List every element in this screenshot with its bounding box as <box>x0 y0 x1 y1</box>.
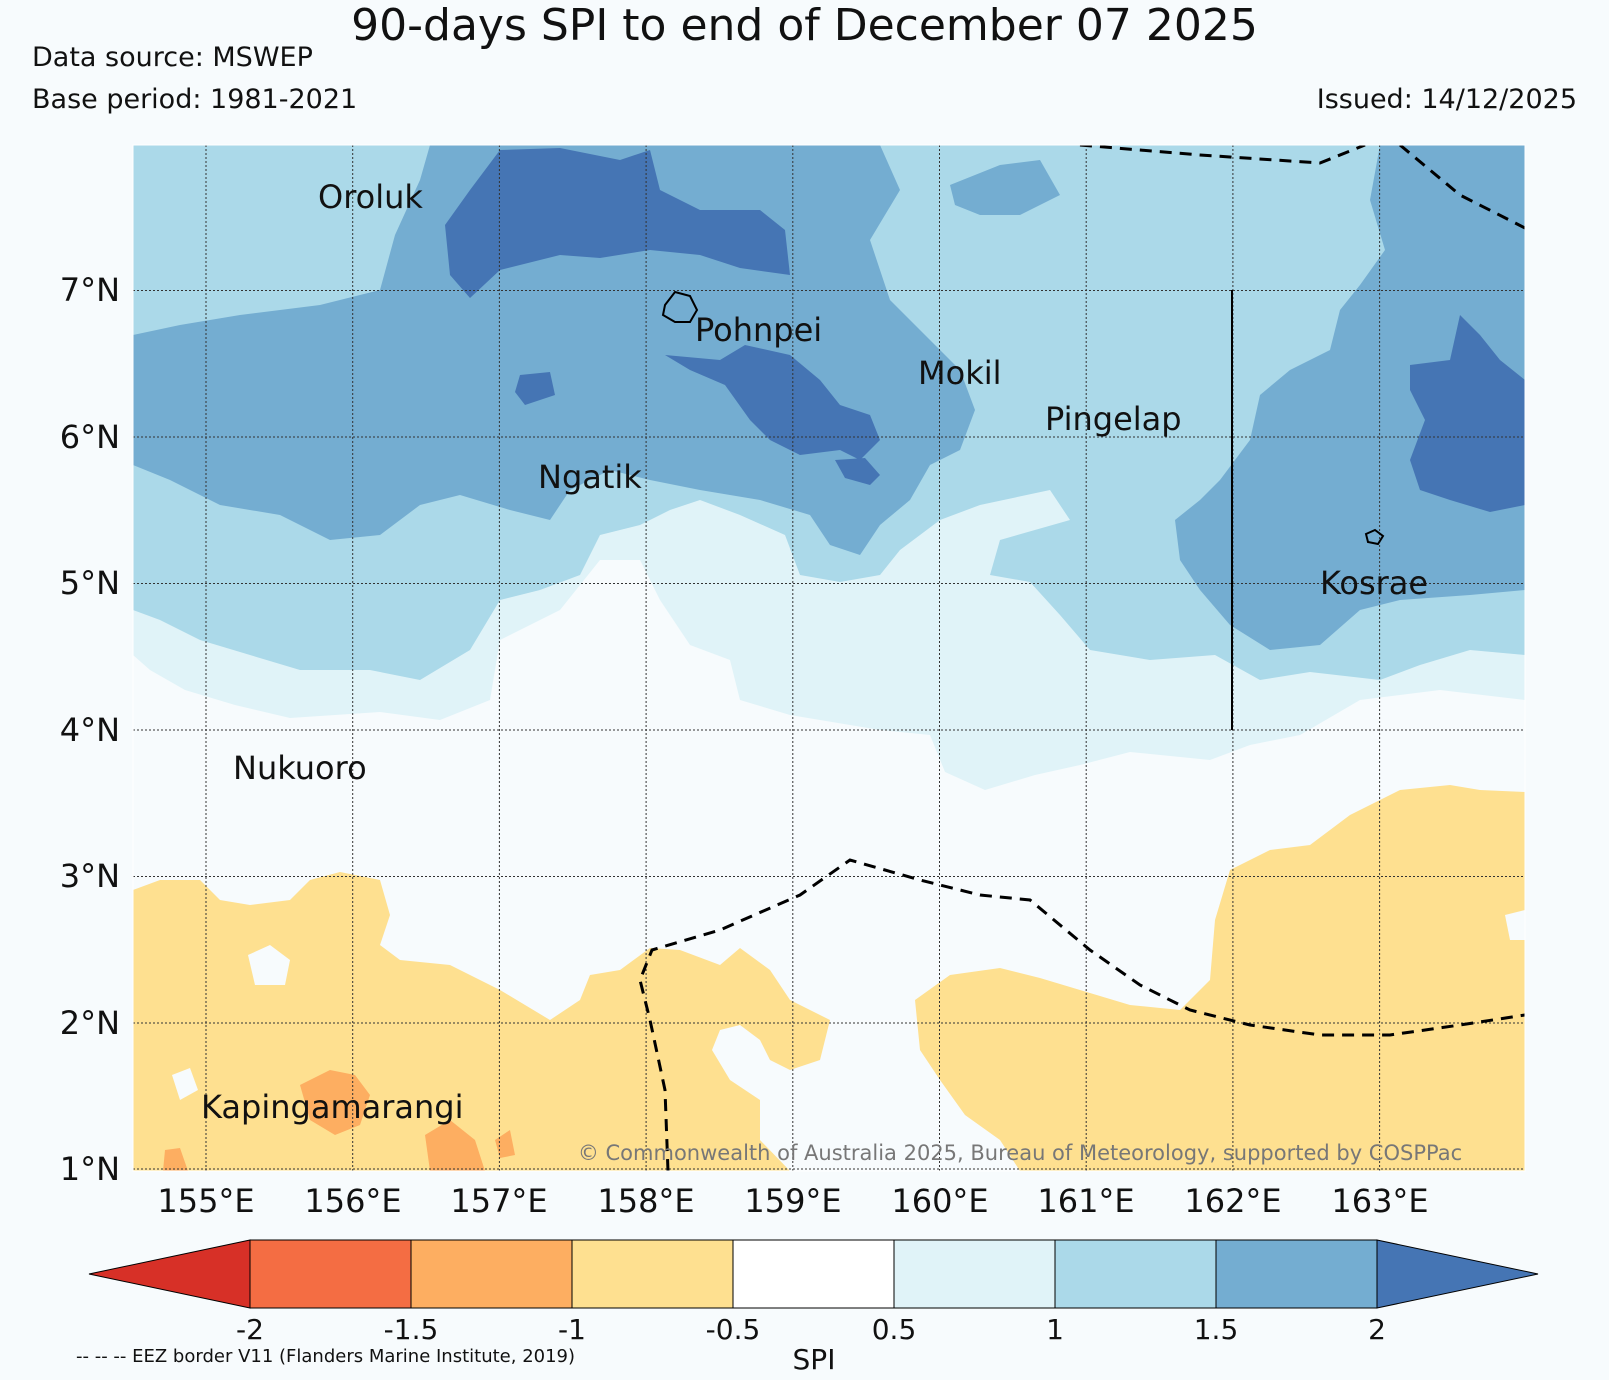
wet-region-strong-mid <box>950 160 1060 215</box>
colorbar-tick: 1.5 <box>1194 1313 1239 1346</box>
lat-label: 7°N <box>60 271 120 309</box>
lat-label: 5°N <box>60 564 120 602</box>
lat-label: 6°N <box>60 418 120 456</box>
colorbar-tick: -1 <box>558 1313 586 1346</box>
lon-label: 162°E <box>1184 1182 1281 1220</box>
colorbar-swatch <box>571 1239 734 1309</box>
latitude-labels: 7°N 6°N 5°N 4°N 3°N 2°N 1°N <box>60 271 120 1188</box>
colorbar-swatch <box>410 1239 573 1309</box>
lon-label: 155°E <box>157 1182 254 1220</box>
dry-region-east <box>915 785 1525 1171</box>
colorbar-ticks: -2 -1.5 -1 -0.5 0.5 1 1.5 2 <box>236 1313 1386 1346</box>
place-label-oroluk: Oroluk <box>318 178 423 216</box>
colorbar-tick: 1 <box>1046 1313 1064 1346</box>
colorbar-swatch <box>1054 1239 1217 1309</box>
very-wet-region-spot-2 <box>835 458 880 485</box>
dry-hole-1 <box>248 945 290 985</box>
wet-region-strong-east <box>1175 145 1525 650</box>
place-label-pingelap: Pingelap <box>1045 400 1182 438</box>
eez-borders <box>638 145 1525 1171</box>
colorbar: -2 -1.5 -1 -0.5 0.5 1 1.5 2 SPI <box>88 1239 1539 1376</box>
issued-date: Issued: 14/12/2025 <box>1316 84 1577 115</box>
longitude-labels: 155°E 156°E 157°E 158°E 159°E 160°E 161°… <box>157 1182 1428 1220</box>
place-label-pohnpei: Pohnpei <box>695 311 822 349</box>
map-title: 90-days SPI to end of December 07 2025 <box>351 0 1258 51</box>
colorbar-tick: 0.5 <box>872 1313 917 1346</box>
very-wet-region-north <box>445 148 790 298</box>
lon-label: 157°E <box>450 1182 547 1220</box>
colorbar-tick: -2 <box>236 1313 264 1346</box>
pohnpei-island <box>661 290 699 323</box>
colorbar-swatch <box>88 1239 251 1309</box>
place-label-kapingamarangi: Kapingamarangi <box>201 1088 463 1126</box>
colorbar-tick: -1.5 <box>384 1313 439 1346</box>
eez-note: -- -- -- EEZ border V11 (Flanders Marine… <box>76 1346 576 1367</box>
lon-label: 160°E <box>891 1182 988 1220</box>
base-period: Base period: 1981-2021 <box>32 84 358 115</box>
map-frame <box>132 144 1526 1172</box>
lon-label: 158°E <box>597 1182 694 1220</box>
lat-label: 3°N <box>60 857 120 895</box>
lon-label: 159°E <box>744 1182 841 1220</box>
lon-label: 161°E <box>1037 1182 1134 1220</box>
colorbar-label: SPI <box>793 1343 836 1376</box>
lon-label: 163°E <box>1331 1182 1428 1220</box>
lat-label: 4°N <box>60 711 120 749</box>
place-labels: Oroluk Pohnpei Mokil Pingelap Ngatik Kos… <box>201 178 1428 1126</box>
place-label-kosrae: Kosrae <box>1320 564 1428 602</box>
very-wet-region-east <box>1410 315 1525 512</box>
colorbar-swatch <box>1376 1239 1539 1309</box>
lat-label: 2°N <box>60 1004 120 1042</box>
colorbar-tick: -0.5 <box>706 1313 761 1346</box>
colorbar-swatch <box>1215 1239 1378 1309</box>
data-source: Data source: MSWEP <box>32 42 313 73</box>
colorbar-swatch <box>249 1239 412 1309</box>
kosrae-island <box>1364 528 1385 546</box>
colorbar-swatch <box>893 1239 1056 1309</box>
dry-hole-2 <box>172 1068 198 1100</box>
colorbar-tick: 2 <box>1368 1313 1386 1346</box>
very-wet-region-spot <box>515 372 555 405</box>
moderately-dry-region-3 <box>495 1130 515 1158</box>
copyright-notice: © Commonwealth of Australia 2025, Bureau… <box>578 1141 1462 1165</box>
place-label-ngatik: Ngatik <box>538 458 642 496</box>
colorbar-swatch <box>732 1239 895 1309</box>
map-area <box>133 145 1525 1171</box>
place-label-mokil: Mokil <box>918 354 1002 392</box>
very-wet-region-pohnpei <box>665 345 880 460</box>
dry-hole-3 <box>1505 910 1525 940</box>
moderately-dry-region-2 <box>425 1120 485 1171</box>
moderately-dry-region-4 <box>163 1148 188 1171</box>
lon-label: 156°E <box>304 1182 401 1220</box>
lat-label: 1°N <box>60 1150 120 1188</box>
place-label-nukuoro: Nukuoro <box>233 749 367 787</box>
